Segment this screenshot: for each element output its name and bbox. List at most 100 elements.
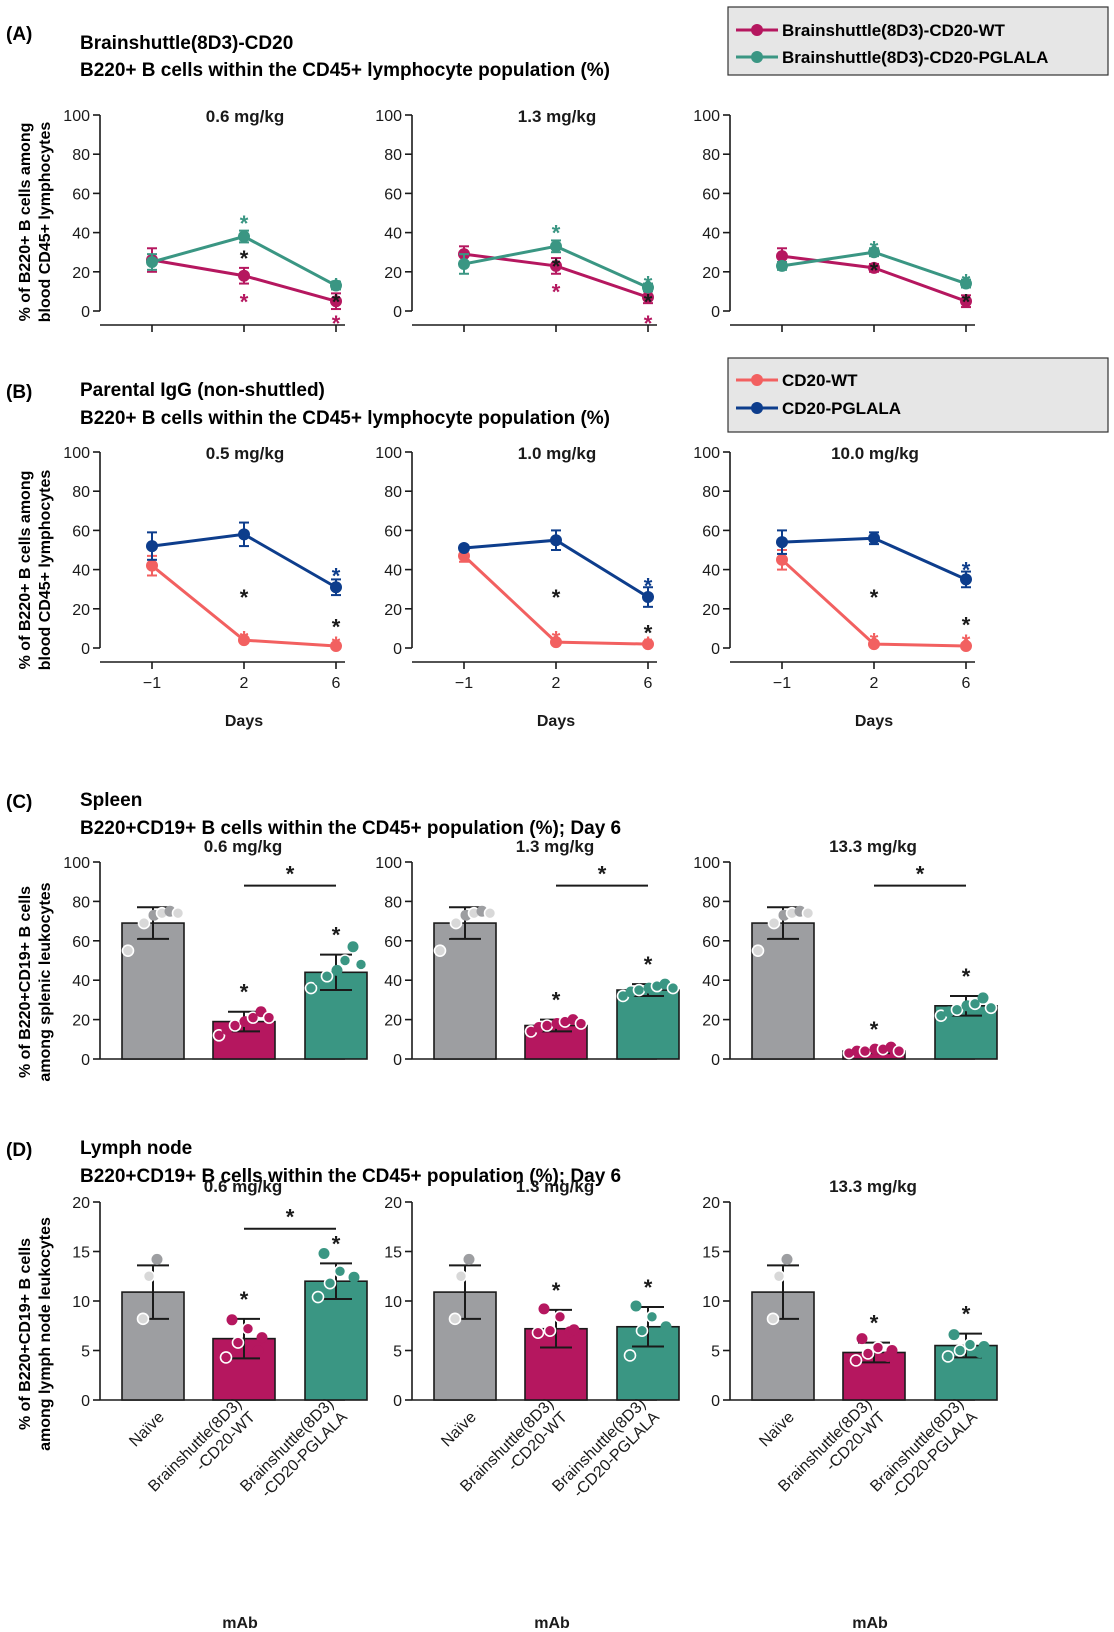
individual-point [953, 1344, 967, 1357]
significance-star: * [240, 211, 249, 236]
individual-point [463, 1253, 475, 1265]
significance-star: * [870, 628, 879, 653]
data-point [550, 259, 562, 272]
x-tick-label: −1 [455, 675, 473, 692]
individual-point [553, 1310, 567, 1324]
data-point [330, 581, 342, 594]
individual-point [543, 1324, 557, 1337]
line-chart-y-tick-label: 100 [375, 445, 402, 462]
significance-star: * [240, 289, 249, 314]
significance-star: * [644, 952, 653, 977]
individual-point [151, 1253, 163, 1265]
individual-point [219, 1351, 233, 1364]
x-axis-label: Days [855, 713, 893, 730]
data-point [238, 269, 250, 282]
individual-point [856, 1333, 868, 1345]
x-tick-label: 2 [240, 675, 249, 692]
panel-d-ylabel-line1: % of B220+CD19+ B cells [17, 1238, 34, 1430]
chart-title: 0.6 mg/kg [204, 837, 282, 856]
significance-star: * [332, 1231, 341, 1256]
line-chart-y-tick-label: 80 [702, 147, 720, 164]
line-chart-y-tick-label: 100 [63, 445, 90, 462]
individual-point [311, 1290, 325, 1304]
line-chart-y-tick-label: 100 [693, 108, 720, 125]
significance-star: * [240, 1287, 249, 1312]
individual-point [656, 1334, 668, 1346]
data-point [238, 528, 250, 541]
line-chart-y-tick-label: 40 [72, 226, 90, 243]
line-chart-y-tick-label: 60 [384, 523, 402, 540]
line-chart-y-tick-label: 100 [63, 108, 90, 125]
significance-star: * [962, 270, 971, 295]
significance-star: * [962, 558, 971, 583]
individual-point [760, 927, 772, 939]
bar-chart-y-tick-label: 0 [81, 1052, 90, 1069]
individual-point [531, 1326, 545, 1339]
significance-star: * [552, 988, 561, 1013]
individual-point [320, 969, 334, 983]
x-tick-label: 6 [962, 675, 971, 692]
panel-c-title-line2: B220+CD19+ B cells within the CD45+ popu… [80, 818, 621, 839]
chart-c-2: 0 20 40 60 80 100 13.3 mg/kg * * * [693, 837, 998, 1069]
line-chart-y-tick-label: 40 [702, 226, 720, 243]
individual-point [968, 997, 982, 1011]
panel-b-ylabel-line1: % of B220+ B cells among [17, 471, 34, 670]
significance-star: * [962, 964, 971, 989]
individual-point [781, 1253, 793, 1265]
data-point [776, 259, 788, 272]
significance-star: * [962, 1302, 971, 1327]
individual-point [568, 1324, 580, 1336]
bracket-star: * [916, 862, 925, 887]
bar [433, 922, 497, 1060]
line-chart-y-tick-label: 80 [72, 147, 90, 164]
bar-chart-y-tick-label: 15 [72, 1245, 90, 1262]
individual-point [623, 1349, 637, 1362]
significance-star: * [552, 626, 561, 651]
significance-star: * [552, 585, 561, 610]
data-point [458, 542, 470, 555]
line-chart-y-tick-label: 20 [72, 265, 90, 282]
bar-chart-y-tick-label: 60 [702, 934, 720, 951]
line-chart-y-tick-label: 0 [81, 641, 90, 658]
panel-letter-a: (A) [6, 24, 32, 45]
bar-chart-y-tick-label: 0 [81, 1393, 90, 1410]
chart-title: 1.3 mg/kg [516, 837, 594, 856]
line-chart-y-tick-label: 60 [384, 186, 402, 203]
chart-title: 0.6 mg/kg [204, 1177, 282, 1196]
bar-chart-y-tick-label: 100 [693, 855, 720, 872]
data-point [776, 553, 788, 566]
line-chart-y-tick-label: 60 [702, 523, 720, 540]
bar-chart-y-tick-label: 10 [384, 1294, 402, 1311]
individual-point [226, 1314, 238, 1326]
bar-chart-y-tick-label: 10 [72, 1294, 90, 1311]
significance-star: * [332, 632, 341, 657]
data-point [238, 230, 250, 243]
significance-star: * [962, 613, 971, 638]
individual-point [448, 1312, 462, 1326]
individual-point [767, 916, 781, 930]
significance-star: * [644, 289, 653, 314]
individual-point [454, 1269, 468, 1283]
data-point [960, 573, 972, 586]
line-chart-y-tick-label: 0 [393, 641, 402, 658]
significance-star: * [870, 1311, 879, 1336]
x-tick-label: 6 [332, 675, 341, 692]
chart-title: 0.5 mg/kg [206, 444, 284, 463]
individual-point [442, 927, 454, 939]
line-chart-y-tick-label: 20 [702, 602, 720, 619]
line-chart-y-tick-label: 40 [72, 563, 90, 580]
chart-title: 10.0 mg/kg [831, 444, 919, 463]
significance-star: * [332, 564, 341, 589]
individual-point [978, 1341, 990, 1353]
bar-chart-y-tick-label: 0 [711, 1052, 720, 1069]
significance-star: * [240, 246, 249, 271]
bar-chart-y-tick-label: 0 [393, 1052, 402, 1069]
significance-star: * [644, 573, 653, 598]
significance-star: * [552, 221, 561, 246]
panel-d-title-line2: B220+CD19+ B cells within the CD45+ popu… [80, 1166, 621, 1187]
